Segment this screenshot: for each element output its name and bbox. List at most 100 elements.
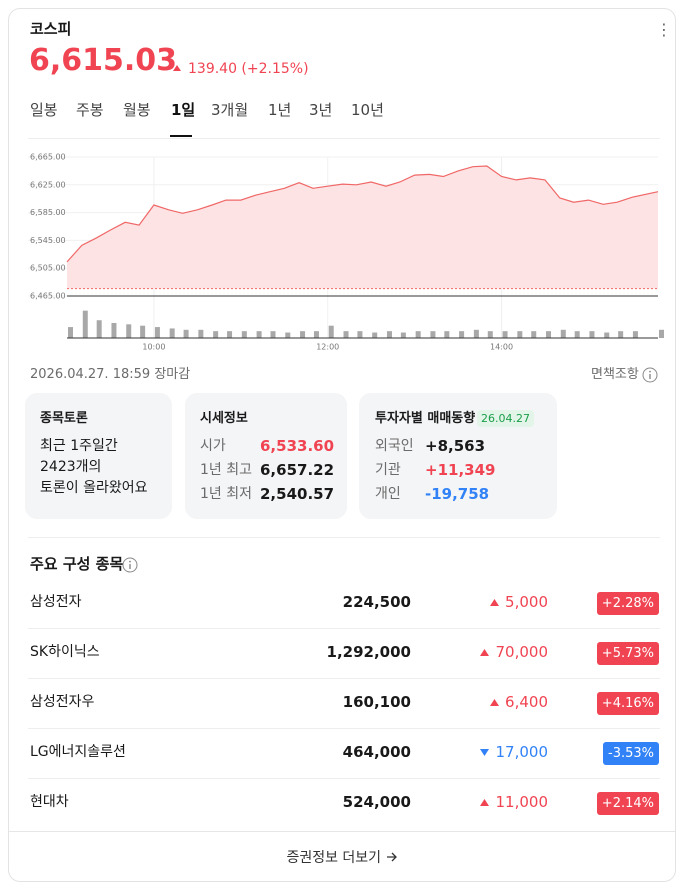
period-tab[interactable]: 일봉 — [30, 101, 58, 119]
change-badge: +2.14% — [596, 792, 659, 815]
active-tab-underline — [170, 135, 192, 137]
up-arrow — [173, 65, 181, 71]
volume-bar — [241, 331, 247, 338]
card-title: 종목토론 — [40, 411, 88, 426]
volume-bar — [386, 331, 392, 338]
info-icon[interactable] — [122, 557, 138, 573]
investor-value: +11,349 — [425, 461, 496, 479]
row-divider — [28, 728, 660, 729]
period-tab[interactable]: 월봉 — [123, 101, 151, 119]
disclaimer[interactable]: 면책조항 — [591, 367, 639, 382]
y-tick-label: 6,465.00 — [30, 292, 66, 301]
volume-bar — [604, 332, 610, 338]
period-tab[interactable]: 주봉 — [76, 101, 104, 119]
datetime: 2026.04.27. 18:59 — [30, 367, 151, 382]
quote-label: 1년 최고 — [200, 462, 252, 478]
info-icon[interactable] — [642, 367, 658, 383]
volume-bar — [169, 328, 175, 338]
volume-bar — [198, 329, 204, 338]
period-tab[interactable]: 3년 — [309, 101, 333, 119]
up-arrow — [480, 799, 489, 806]
volume-bar — [415, 331, 421, 338]
volume-bar — [213, 331, 219, 338]
price-line — [66, 165, 659, 263]
stock-price: 224,500 — [342, 593, 411, 611]
stock-price: 524,000 — [342, 793, 411, 811]
investor-value: -19,758 — [425, 485, 490, 503]
x-tick-label: 12:00 — [316, 343, 339, 352]
investor-value: +8,563 — [425, 437, 486, 455]
stock-price: 160,100 — [342, 693, 411, 711]
date-badge: 26.04.27 — [477, 410, 534, 427]
volume-bar — [487, 331, 493, 338]
investor-label: 기관 — [375, 462, 401, 478]
volume-bar — [372, 332, 378, 338]
price-area — [67, 166, 658, 289]
volume-bar — [140, 325, 146, 338]
stock-change: 70,000 — [495, 643, 549, 661]
row-divider — [28, 678, 660, 679]
discussion-card[interactable] — [25, 393, 172, 519]
up-arrow — [490, 599, 499, 606]
period-tab[interactable]: 3개월 — [211, 101, 249, 119]
stock-price: 1,292,000 — [326, 643, 411, 661]
quote-label: 1년 최저 — [200, 486, 252, 502]
volume-bar — [444, 331, 450, 338]
volume-bar — [270, 331, 276, 338]
period-tab[interactable]: 1일 — [171, 101, 196, 119]
quote-card[interactable] — [185, 393, 347, 519]
volume-bar — [531, 331, 537, 338]
volume-bar — [400, 332, 406, 338]
volume-bar — [343, 331, 349, 338]
volume-bar — [300, 331, 306, 338]
volume-bar — [111, 322, 117, 338]
row-divider — [28, 778, 660, 779]
index-name: 코스피 — [30, 20, 72, 38]
period-tab[interactable]: 10년 — [351, 101, 384, 119]
card-title: 투자자별 매매동향 — [375, 411, 476, 426]
widget-card — [8, 8, 676, 882]
change-badge: +2.28% — [596, 592, 659, 615]
discussion-line: 최근 1주일간 — [40, 438, 118, 454]
y-tick-label: 6,625.00 — [30, 180, 66, 189]
section-title: 주요 구성 종목 — [30, 555, 124, 573]
volume-bar — [328, 325, 334, 338]
quote-value: 2,540.57 — [260, 485, 335, 503]
up-arrow — [490, 699, 499, 706]
index-price: 6,615.03 — [29, 43, 178, 78]
volume-bar — [459, 331, 465, 338]
volume-bar — [659, 329, 664, 338]
investor-label: 외국인 — [375, 438, 414, 454]
change-badge: -3.53% — [603, 742, 659, 765]
change-badge: +4.16% — [596, 692, 659, 715]
volume-bar — [546, 331, 552, 338]
volume-bar — [82, 310, 88, 338]
discussion-line: 토론이 올라왔어요 — [40, 480, 148, 496]
more-link-text: 증권정보 더보기 — [286, 850, 382, 866]
change-badge: +5.73% — [596, 642, 659, 665]
volume-bar — [227, 331, 233, 338]
volume-bar — [357, 331, 363, 338]
quote-value: 6,533.60 — [260, 437, 335, 455]
y-tick-label: 6,665.00 — [30, 153, 66, 162]
more-menu[interactable]: ⋮ — [656, 20, 672, 39]
volume-bar — [502, 331, 508, 338]
stock-name: LG에너지솔루션 — [30, 744, 126, 760]
timestamp: 2026.04.27. 18:59 장마감 — [30, 368, 190, 381]
stock-change: 5,000 — [505, 593, 548, 611]
stock-name: 삼성전자 — [30, 594, 82, 610]
quote-label: 시가 — [200, 438, 226, 454]
more-link[interactable]: 증권정보 더보기 — [0, 851, 684, 865]
arrow-icon — [386, 852, 397, 862]
volume-bar — [154, 327, 160, 338]
volume-bar — [574, 331, 580, 338]
quote-value: 6,657.22 — [260, 461, 335, 479]
x-tick-label: 14:00 — [490, 343, 513, 352]
period-tab[interactable]: 1년 — [268, 101, 292, 119]
y-tick-label: 6,545.00 — [30, 236, 66, 245]
x-tick-label: 10:00 — [142, 343, 165, 352]
volume-bar — [256, 331, 262, 338]
row-divider — [28, 628, 660, 629]
discussion-line: 2423개의 — [40, 459, 102, 475]
volume-bar — [126, 324, 132, 338]
